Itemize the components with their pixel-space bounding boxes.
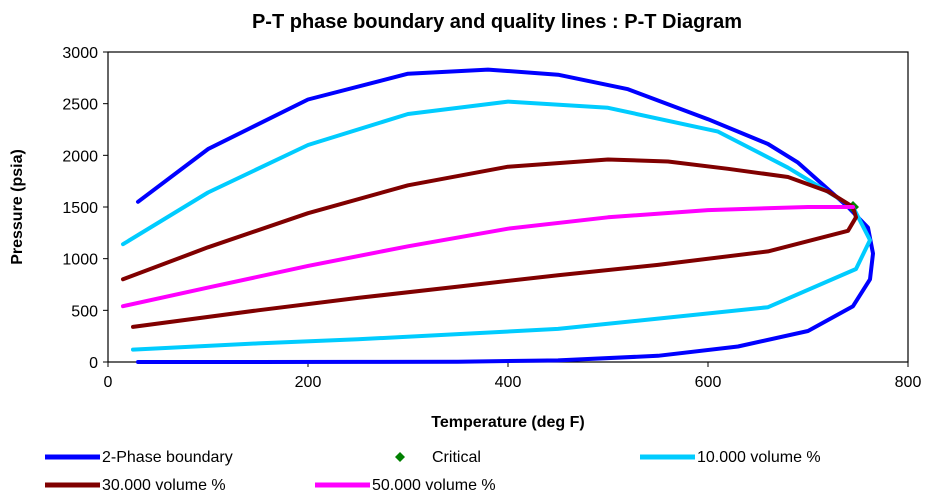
series-line-30-000-volume [121,157,858,329]
legend-label-10-000-volume: 10.000 volume % [697,449,821,466]
series-line-2-phase-boundary [136,67,875,364]
legend-label-50-000-volume: 50.000 volume % [372,477,496,494]
y-tick-label: 500 [71,303,98,320]
x-tick-label: 400 [495,374,522,391]
y-tick-label: 1000 [62,252,98,269]
series-line-10-000-volume [121,99,872,352]
y-tick-label: 2500 [62,97,98,114]
y-tick-label: 3000 [62,45,98,62]
y-tick-label: 1500 [62,200,98,217]
plot-area: 0 200 400 600 800 0 500 1000 1500 2000 2500 3000 [62,45,921,391]
x-tick-label: 0 [104,374,113,391]
chart-title: P-T phase boundary and quality lines : P… [252,11,742,33]
y-tick-label: 0 [89,355,98,372]
x-axis-label: Temperature (deg F) [431,414,585,431]
x-tick-label: 800 [895,374,922,391]
legend-label-30-000-volume: 30.000 volume % [102,477,226,494]
x-tick-label: 200 [295,374,322,391]
series-line-50-000-volume [121,205,855,309]
x-tick-label: 600 [695,374,722,391]
legend-marker-critical [395,452,405,462]
legend: 2-Phase boundary Critical 10.000 volume % 3… [45,449,821,494]
axis-ticks: 0 200 400 600 800 0 500 1000 1500 2000 2500 3000 [62,45,921,391]
series-layer [121,67,875,364]
y-axis-label: Pressure (psia) [9,149,26,265]
legend-label-2-phase-boundary: 2-Phase boundary [102,449,233,466]
legend-label-critical: Critical [432,449,481,466]
y-tick-label: 2000 [62,148,98,165]
